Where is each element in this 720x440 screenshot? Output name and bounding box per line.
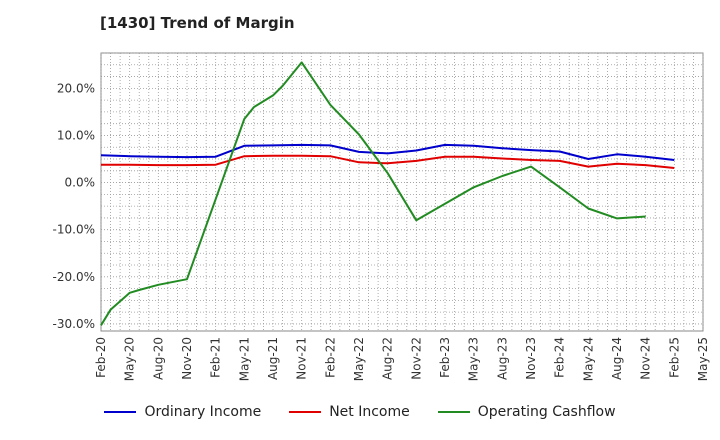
x-tick-label: May-24 — [581, 337, 595, 381]
x-tick-label: May-23 — [467, 337, 481, 381]
x-tick-label: Aug-23 — [495, 337, 509, 380]
x-tick-label: Feb-23 — [438, 337, 452, 378]
chart-title: [1430] Trend of Margin — [100, 14, 295, 32]
legend-label-ordinary-income: Ordinary Income — [144, 404, 262, 420]
x-tick-label: Aug-21 — [266, 337, 280, 380]
x-tick-label: Nov-20 — [180, 337, 194, 380]
x-tick-label: May-25 — [696, 337, 710, 381]
x-tick-label: Nov-24 — [639, 337, 653, 380]
x-tick-label: Aug-22 — [381, 337, 395, 380]
x-tick-label: Feb-24 — [553, 337, 567, 378]
x-tick-label: Feb-21 — [209, 337, 223, 378]
series-line-ordinary-income — [100, 143, 675, 161]
legend-swatch-ordinary-income — [104, 411, 137, 413]
legend-item-ordinary-income: Ordinary Income — [104, 404, 261, 420]
legend-label-net-income: Net Income — [329, 404, 410, 420]
series-line-operating-cashflow — [100, 61, 646, 326]
x-tick-label: Aug-24 — [610, 337, 624, 380]
y-tick-label: 20.0% — [57, 81, 95, 95]
legend-label-operating-cashflow: Operating Cashflow — [477, 404, 616, 420]
y-tick-label: -10.0% — [53, 223, 95, 237]
y-tick-label: -30.0% — [53, 317, 95, 331]
x-tick-label: Nov-23 — [524, 337, 538, 380]
x-tick-label: Aug-20 — [151, 337, 165, 380]
legend-swatch-net-income — [289, 411, 322, 413]
y-tick-label: 10.0% — [57, 128, 95, 142]
x-tick-label: Nov-21 — [295, 337, 309, 380]
x-tick-label: May-22 — [352, 337, 366, 381]
series-line-net-income — [101, 154, 675, 169]
x-tick-label: Feb-22 — [323, 337, 337, 378]
plot-area — [100, 52, 704, 332]
y-tick-label: 0.0% — [65, 176, 96, 190]
x-tick-label: Nov-22 — [409, 337, 423, 380]
chart-legend: Ordinary Income Net Income Operating Cas… — [0, 404, 720, 420]
legend-swatch-operating-cashflow — [437, 411, 470, 413]
x-tick-label: Feb-20 — [94, 337, 108, 378]
y-tick-label: -20.0% — [53, 270, 95, 284]
legend-item-net-income: Net Income — [289, 404, 410, 420]
x-tick-label: May-20 — [123, 337, 137, 381]
x-tick-label: May-21 — [237, 337, 251, 381]
legend-item-operating-cashflow: Operating Cashflow — [437, 404, 616, 420]
x-tick-label: Feb-25 — [667, 337, 681, 378]
